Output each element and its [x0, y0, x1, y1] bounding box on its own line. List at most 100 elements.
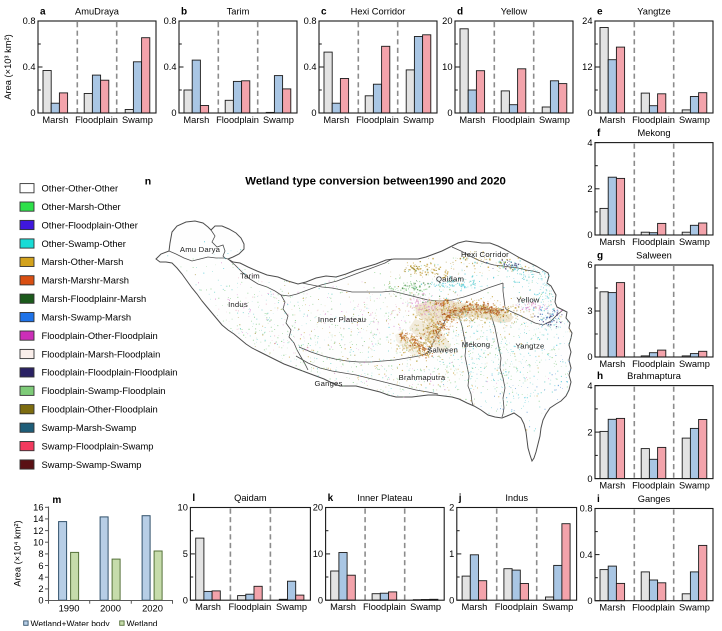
svg-text:Marsh: Marsh	[459, 115, 485, 125]
svg-text:Marsh-Other-Marsh: Marsh-Other-Marsh	[42, 256, 124, 267]
svg-text:Amu Darya: Amu Darya	[180, 245, 221, 254]
svg-text:0: 0	[171, 108, 176, 118]
svg-text:l: l	[192, 493, 195, 504]
svg-text:0.8: 0.8	[23, 16, 36, 26]
svg-text:Brahmaptura: Brahmaptura	[627, 371, 682, 381]
svg-text:Floodplain-Floodplain-Floodpla: Floodplain-Floodplain-Floodplain	[42, 367, 178, 378]
svg-text:10: 10	[313, 549, 323, 559]
svg-text:14: 14	[33, 514, 43, 524]
svg-text:Floodplain-Other-Floodplain: Floodplain-Other-Floodplain	[42, 330, 158, 341]
svg-text:k: k	[328, 493, 334, 504]
svg-text:j: j	[458, 493, 462, 504]
svg-text:2: 2	[587, 184, 592, 194]
svg-text:Salween: Salween	[427, 346, 458, 355]
svg-text:0.8: 0.8	[580, 504, 593, 514]
svg-text:2: 2	[449, 503, 454, 513]
svg-text:Swamp-Swamp-Swamp: Swamp-Swamp-Swamp	[42, 459, 142, 470]
svg-text:Swamp: Swamp	[679, 603, 710, 613]
svg-text:Floodplain-Marsh-Floodplain: Floodplain-Marsh-Floodplain	[42, 348, 161, 359]
svg-text:0: 0	[183, 595, 188, 605]
svg-text:Other-Swamp-Other: Other-Swamp-Other	[42, 238, 126, 249]
svg-text:Tarim: Tarim	[240, 272, 260, 281]
svg-text:12: 12	[33, 526, 43, 536]
svg-text:6: 6	[38, 561, 43, 571]
svg-text:e: e	[597, 7, 603, 18]
svg-text:Ganges: Ganges	[638, 494, 671, 504]
svg-text:Hexi Corridor: Hexi Corridor	[461, 250, 509, 259]
svg-text:n: n	[145, 176, 151, 188]
svg-text:2: 2	[587, 427, 592, 437]
svg-text:Hexi Corridor: Hexi Corridor	[351, 7, 406, 17]
svg-text:g: g	[597, 251, 603, 262]
svg-text:0: 0	[587, 474, 592, 484]
svg-text:Marsh: Marsh	[330, 602, 356, 612]
svg-text:Qaidam: Qaidam	[234, 493, 267, 503]
svg-text:2: 2	[38, 584, 43, 594]
svg-text:Floodplain: Floodplain	[356, 115, 399, 125]
svg-text:8: 8	[38, 549, 43, 559]
svg-text:4: 4	[38, 572, 43, 582]
svg-text:c: c	[321, 7, 327, 18]
svg-text:f: f	[597, 128, 601, 139]
svg-text:Floodplain: Floodplain	[632, 237, 675, 247]
svg-text:Mekong: Mekong	[637, 128, 670, 138]
svg-text:0.4: 0.4	[304, 62, 317, 72]
svg-text:Inner Plateau: Inner Plateau	[357, 493, 412, 503]
svg-text:0: 0	[587, 230, 592, 240]
svg-text:0: 0	[30, 108, 35, 118]
svg-text:AmuDraya: AmuDraya	[75, 7, 120, 17]
svg-text:Indus: Indus	[505, 493, 528, 503]
svg-text:Yellow: Yellow	[501, 7, 528, 17]
svg-text:Marsh: Marsh	[599, 237, 625, 247]
svg-text:1990: 1990	[59, 603, 80, 614]
svg-text:Marsh-Marshr-Marsh: Marsh-Marshr-Marsh	[42, 275, 130, 286]
svg-text:Marsh: Marsh	[461, 602, 487, 612]
svg-text:Swamp: Swamp	[542, 602, 573, 612]
svg-text:5: 5	[183, 549, 188, 559]
svg-text:0: 0	[311, 108, 316, 118]
svg-text:Floodplain: Floodplain	[75, 115, 118, 125]
svg-text:2020: 2020	[142, 603, 163, 614]
svg-text:Marsh: Marsh	[195, 602, 221, 612]
svg-text:Yangtze: Yangtze	[637, 7, 670, 17]
svg-text:10: 10	[442, 62, 452, 72]
svg-text:d: d	[457, 7, 463, 18]
svg-text:Floodplain-Other-Floodplain: Floodplain-Other-Floodplain	[42, 404, 158, 415]
svg-text:Brahmaputra: Brahmaputra	[399, 373, 446, 382]
svg-text:20: 20	[442, 16, 452, 26]
svg-text:0.4: 0.4	[164, 62, 177, 72]
svg-text:0: 0	[587, 108, 592, 118]
svg-text:0: 0	[449, 595, 454, 605]
svg-text:Other-Other-Other: Other-Other-Other	[42, 183, 119, 194]
svg-text:Swamp-Floodplain-Swamp: Swamp-Floodplain-Swamp	[42, 440, 154, 451]
svg-text:Area (×10⁴ km²): Area (×10⁴ km²)	[13, 520, 23, 586]
svg-text:0.8: 0.8	[304, 16, 317, 26]
svg-text:20: 20	[313, 503, 323, 513]
svg-text:Indus: Indus	[228, 300, 248, 309]
svg-text:Floodplain: Floodplain	[632, 603, 675, 613]
svg-text:Floodplain: Floodplain	[632, 359, 675, 369]
svg-text:0: 0	[447, 108, 452, 118]
svg-text:12: 12	[582, 62, 592, 72]
svg-text:Wetland type conversion betwee: Wetland type conversion between1990 and …	[245, 176, 506, 188]
svg-text:Swamp: Swamp	[403, 115, 434, 125]
svg-text:16: 16	[33, 503, 43, 513]
svg-text:a: a	[40, 7, 46, 18]
svg-text:Swamp: Swamp	[276, 602, 307, 612]
svg-text:1: 1	[449, 549, 454, 559]
svg-text:4: 4	[587, 138, 592, 148]
svg-text:0.4: 0.4	[23, 62, 36, 72]
svg-text:24: 24	[582, 16, 592, 26]
svg-text:Swamp-Marsh-Swamp: Swamp-Marsh-Swamp	[42, 422, 137, 433]
svg-text:Salween: Salween	[636, 251, 672, 261]
svg-text:Wetland: Wetland	[127, 618, 158, 626]
svg-text:Ganges: Ganges	[314, 379, 342, 388]
svg-text:Marsh: Marsh	[323, 115, 349, 125]
svg-text:h: h	[597, 371, 603, 382]
svg-text:Swamp: Swamp	[679, 237, 710, 247]
svg-text:Qaidam: Qaidam	[436, 275, 464, 284]
svg-text:0: 0	[587, 596, 592, 606]
svg-text:Marsh: Marsh	[599, 115, 625, 125]
svg-text:Swamp: Swamp	[263, 115, 294, 125]
svg-text:2000: 2000	[100, 603, 121, 614]
